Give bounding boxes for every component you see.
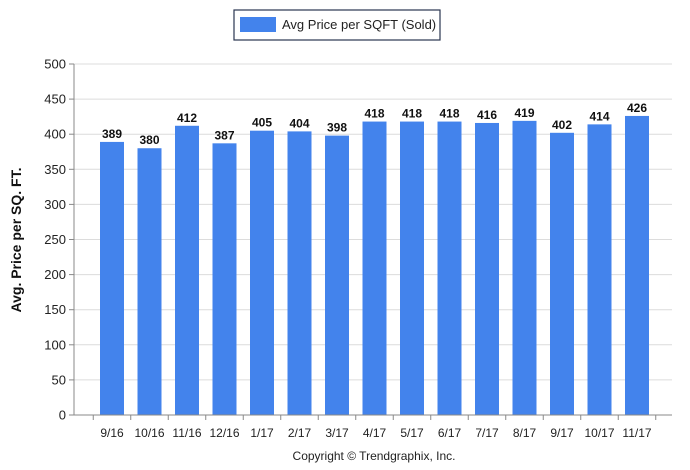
data-label: 405 bbox=[252, 116, 272, 130]
bar bbox=[175, 125, 199, 415]
bar bbox=[587, 124, 612, 415]
bar bbox=[550, 132, 574, 415]
bar bbox=[625, 115, 649, 415]
bars bbox=[100, 115, 649, 416]
x-tick-label: 1/17 bbox=[250, 426, 274, 440]
bar bbox=[437, 121, 462, 416]
data-label: 426 bbox=[627, 101, 647, 115]
y-tick-label: 150 bbox=[44, 302, 66, 317]
data-label: 380 bbox=[139, 133, 159, 147]
x-tick-label: 12/16 bbox=[209, 426, 239, 440]
legend-label: Avg Price per SQFT (Sold) bbox=[282, 17, 436, 32]
x-tick-label: 10/16 bbox=[134, 426, 164, 440]
y-tick-label: 0 bbox=[59, 408, 66, 423]
data-label: 398 bbox=[327, 121, 347, 135]
x-tick-label: 6/17 bbox=[438, 426, 462, 440]
data-label: 387 bbox=[214, 128, 234, 142]
y-tick-label: 300 bbox=[44, 197, 66, 212]
legend-swatch bbox=[240, 17, 276, 32]
data-label: 416 bbox=[477, 108, 497, 122]
bar bbox=[100, 141, 124, 415]
legend: Avg Price per SQFT (Sold) bbox=[233, 9, 441, 41]
x-tick-label: 7/17 bbox=[475, 426, 499, 440]
bar bbox=[325, 135, 349, 415]
data-label: 418 bbox=[439, 107, 459, 121]
bar bbox=[362, 121, 387, 416]
x-tick-label: 2/17 bbox=[288, 426, 312, 440]
y-axis-title: Avg. Price per SQ. FT. bbox=[8, 168, 24, 313]
copyright-text: Copyright © Trendgraphix, Inc. bbox=[293, 449, 456, 463]
data-label: 418 bbox=[402, 107, 422, 121]
x-tick-label: 4/17 bbox=[363, 426, 387, 440]
x-axis-ticks: 9/16 10/16 11/16 12/16 1/17 2/17 3/17 4/17 5/17 6… bbox=[92, 415, 657, 440]
y-axis-ticks: 0 50 100 150 200 250 300 350 400 450 500 bbox=[44, 57, 74, 423]
x-tick-label: 11/16 bbox=[172, 426, 201, 440]
bar bbox=[512, 120, 537, 415]
bar bbox=[137, 148, 162, 416]
y-tick-label: 450 bbox=[44, 92, 66, 107]
data-labels: 389 380 412 387 405 404 398 418 418 418 416 419 402 4… bbox=[102, 101, 647, 147]
y-tick-label: 500 bbox=[44, 57, 66, 72]
y-tick-label: 100 bbox=[44, 337, 66, 352]
data-label: 404 bbox=[289, 116, 309, 130]
data-label: 419 bbox=[514, 106, 534, 120]
y-tick-label: 350 bbox=[44, 162, 66, 177]
axes bbox=[73, 64, 672, 416]
bar bbox=[287, 131, 312, 415]
x-tick-label: 3/17 bbox=[325, 426, 349, 440]
y-tick-label: 250 bbox=[44, 232, 66, 247]
data-label: 402 bbox=[552, 118, 572, 132]
data-label: 414 bbox=[589, 109, 609, 123]
data-label: 418 bbox=[364, 107, 384, 121]
bar bbox=[475, 122, 499, 415]
x-tick-label: 5/17 bbox=[400, 426, 424, 440]
data-label: 412 bbox=[177, 111, 197, 125]
x-tick-label: 9/17 bbox=[550, 426, 574, 440]
x-tick-label: 10/17 bbox=[584, 426, 614, 440]
bar bbox=[212, 143, 237, 416]
bar bbox=[250, 130, 274, 415]
x-tick-label: 11/17 bbox=[622, 426, 651, 440]
y-tick-label: 50 bbox=[52, 372, 66, 387]
y-tick-label: 400 bbox=[44, 127, 66, 142]
x-tick-label: 8/17 bbox=[513, 426, 537, 440]
x-tick-label: 9/16 bbox=[100, 426, 124, 440]
bar bbox=[400, 121, 424, 416]
y-tick-label: 200 bbox=[44, 267, 66, 282]
data-label: 389 bbox=[102, 127, 122, 141]
